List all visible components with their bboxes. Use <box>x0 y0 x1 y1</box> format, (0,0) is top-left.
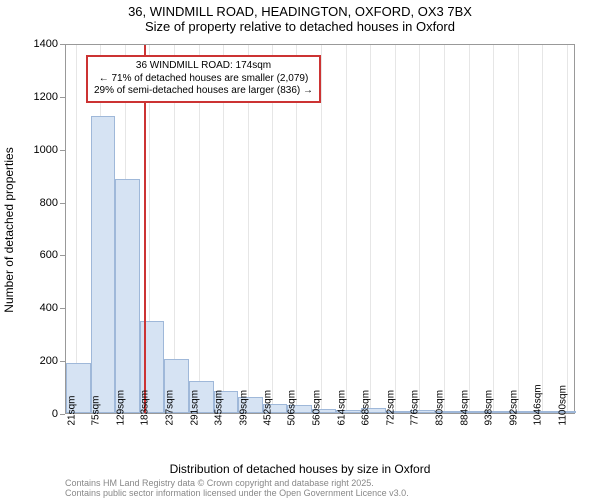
chart-area: 36 WINDMILL ROAD: 174sqm← 71% of detache… <box>65 44 575 414</box>
y-tick-mark <box>60 361 65 362</box>
gridline <box>395 45 396 413</box>
y-tick-mark <box>60 44 65 45</box>
y-tick-mark <box>60 203 65 204</box>
gridline <box>321 45 322 413</box>
gridline <box>346 45 347 413</box>
histogram-bar <box>91 116 116 413</box>
y-tick-mark <box>60 255 65 256</box>
gridline <box>76 45 77 413</box>
gridline <box>518 45 519 413</box>
plot-region: 36 WINDMILL ROAD: 174sqm← 71% of detache… <box>65 44 575 414</box>
callout-line-1: 36 WINDMILL ROAD: 174sqm <box>94 60 313 73</box>
y-tick-label: 400 <box>40 302 58 314</box>
footer-line-2: Contains public sector information licen… <box>65 488 409 498</box>
y-tick-mark <box>60 150 65 151</box>
title-line-1: 36, WINDMILL ROAD, HEADINGTON, OXFORD, O… <box>0 4 600 19</box>
gridline <box>542 45 543 413</box>
y-tick-mark <box>60 97 65 98</box>
y-tick-label: 1400 <box>34 38 58 50</box>
chart-header: 36, WINDMILL ROAD, HEADINGTON, OXFORD, O… <box>0 0 600 34</box>
y-tick-label: 0 <box>52 408 58 420</box>
y-tick-mark <box>60 414 65 415</box>
attribution-footer: Contains HM Land Registry data © Crown c… <box>65 478 409 499</box>
property-callout: 36 WINDMILL ROAD: 174sqm← 71% of detache… <box>86 55 321 103</box>
y-tick-label: 1200 <box>34 91 58 103</box>
title-line-2: Size of property relative to detached ho… <box>0 19 600 34</box>
gridline <box>493 45 494 413</box>
callout-line-2: ← 71% of detached houses are smaller (2,… <box>94 73 313 86</box>
y-tick-label: 600 <box>40 249 58 261</box>
footer-line-1: Contains HM Land Registry data © Crown c… <box>65 478 409 488</box>
gridline <box>567 45 568 413</box>
y-tick-label: 1000 <box>34 144 58 156</box>
x-axis-label: Distribution of detached houses by size … <box>0 462 600 476</box>
callout-line-3: 29% of semi-detached houses are larger (… <box>94 85 313 98</box>
gridline <box>469 45 470 413</box>
y-tick-label: 200 <box>40 355 58 367</box>
y-tick-mark <box>60 308 65 309</box>
gridline <box>370 45 371 413</box>
gridline <box>419 45 420 413</box>
y-tick-label: 800 <box>40 197 58 209</box>
y-axis-label: Number of detached properties <box>2 147 16 312</box>
histogram-bar <box>115 179 140 413</box>
gridline <box>444 45 445 413</box>
